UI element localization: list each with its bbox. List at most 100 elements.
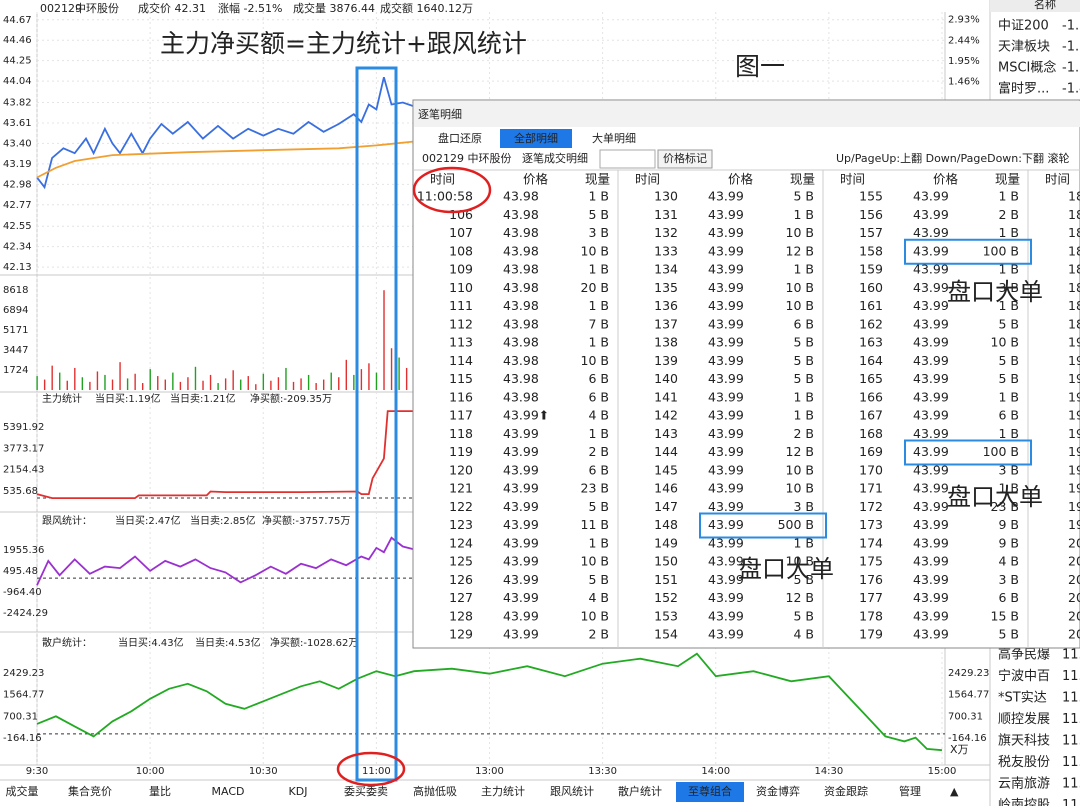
sidebar-name[interactable]: *ST实达 [998,691,1047,706]
volume-bar [383,290,385,390]
big-order-box [904,238,1032,265]
volume-bar [300,378,302,390]
sidebar-name[interactable]: 高争民爆 [998,647,1050,663]
sidebar-name[interactable]: MSCI概念 [998,60,1056,76]
trade-time: 170 [859,462,883,477]
bottom-tab[interactable]: 集合竞价 [68,784,112,798]
popup-help: Up/PageUp:上翻 Down/PageDown:下翻 滚轮 [836,151,1069,165]
popup-tab[interactable]: 盘口还原 [438,131,482,145]
sidebar-name[interactable]: 中证200 [998,19,1049,34]
y-tick-label: 44.04 [3,76,32,87]
trade-time: 19 [1068,426,1080,441]
bottom-tab[interactable]: 至尊组合 [688,784,732,798]
bottom-tab[interactable]: 委买委卖 [344,785,388,798]
trade-price: 43.98 [503,280,539,295]
y-tick-label: 43.61 [3,118,32,129]
trade-volume: 5 B [998,371,1019,386]
trade-price: 43.99 [913,590,949,605]
sidebar-name[interactable]: 天津板块 [998,40,1050,55]
popup-tab[interactable]: 全部明细 [514,131,558,145]
scroll-arrow: ▲ [950,785,959,798]
trade-volume: 500 B [778,517,814,532]
bottom-tab[interactable]: 资金跟踪 [824,784,868,798]
bottom-tab[interactable]: MACD [212,785,245,798]
sidebar-name[interactable]: 顺控发展 [998,711,1050,727]
trade-time: 18 [1068,298,1080,313]
trade-time: 20 [1068,590,1080,605]
trade-volume: 1 B [588,535,609,550]
bottom-tab[interactable]: 高抛低吸 [413,784,457,798]
popup-button[interactable]: 价格标记 [663,151,707,165]
trade-time: 118 [449,426,473,441]
trade-time: 19 [1068,371,1080,386]
trade-time: 145 [654,462,678,477]
trade-time: 121 [449,481,473,496]
trade-volume: 3 B [998,462,1019,477]
time-tick-label: 15:00 [928,766,957,777]
sidebar-name[interactable]: 岭南控股 [998,797,1050,806]
trade-time: 161 [859,298,883,313]
trade-time: 141 [654,389,678,404]
bottom-tab[interactable]: KDJ [289,785,308,798]
volume-bar [353,374,355,390]
volume-bar [111,379,114,390]
popup-active-tab-bg [500,129,572,148]
volume-bar [66,380,68,390]
trade-price: 43.99 [708,444,744,459]
bottom-tab[interactable]: 成交量 [6,784,39,798]
volume-bar [307,374,310,390]
trade-time: 152 [654,590,678,605]
sidebar-name[interactable]: 富时罗... [998,81,1049,97]
y2-tick-label: 2429.23 [948,668,989,679]
sidebar-name[interactable]: 宁波中百 [998,668,1050,684]
figure-annotation: 图一 [735,52,785,81]
trade-time: 19 [1068,517,1080,532]
trade-volume: 3 B [998,280,1019,295]
trade-time: 108 [449,243,473,258]
volume-bar [270,380,272,390]
trade-time: 153 [654,608,678,623]
series-line [36,140,415,179]
trade-volume: 23 B [581,481,609,496]
trade-price: 43.99 [913,481,949,496]
popup-tab[interactable]: 大单明细 [592,131,636,145]
bottom-tab[interactable]: 资金博弈 [756,784,800,798]
trade-price: 43.99 [913,207,949,222]
trade-volume: 4 B [588,590,609,605]
trade-volume: 5 B [588,207,609,222]
bottom-tab[interactable]: 管理 [899,784,921,798]
bottom-tab[interactable]: 跟风统计 [550,785,594,798]
trade-time: 107 [449,225,473,240]
trade-time: 144 [654,444,678,459]
bottom-tab[interactable]: 主力统计 [481,785,525,798]
indicator-legend: 当日买:1.19亿 [95,392,161,405]
sidebar-name[interactable]: 税友股份 [998,754,1050,770]
trade-time: 18 [1068,262,1080,277]
y2-unit: X万 [950,743,969,756]
trade-price: 43.99 [708,189,744,204]
time-tick-label: 10:00 [136,766,165,777]
popup-button-bg[interactable] [657,149,713,169]
trade-volume: 15 B [991,608,1019,623]
sidebar-name[interactable]: 云南旅游 [998,776,1050,792]
popup-title: 逐笔明细 [418,107,462,121]
y2-tick-label: 2.93% [948,15,980,26]
trade-volume: 6 B [793,316,814,331]
trade-price: 43.98 [503,262,539,277]
trade-price: 43.99 [913,335,949,350]
trade-time: 113 [449,335,473,350]
trade-price: 43.99 [708,389,744,404]
popup-col-header: 价格 [933,172,959,187]
bottom-tab[interactable]: 散户统计 [618,784,662,798]
trade-time: 117 [449,408,473,423]
trade-volume: 100 B [983,243,1019,258]
sidebar-name[interactable]: 旗天科技 [998,733,1050,749]
popup-input[interactable] [599,149,656,169]
bottom-tab[interactable]: 量比 [149,785,171,798]
trade-time: 140 [654,371,678,386]
trade-time: 11:00:58 [417,189,473,204]
trade-time: 146 [654,481,678,496]
y-tick-label: 44.67 [3,15,32,26]
big-order-box [699,512,827,539]
